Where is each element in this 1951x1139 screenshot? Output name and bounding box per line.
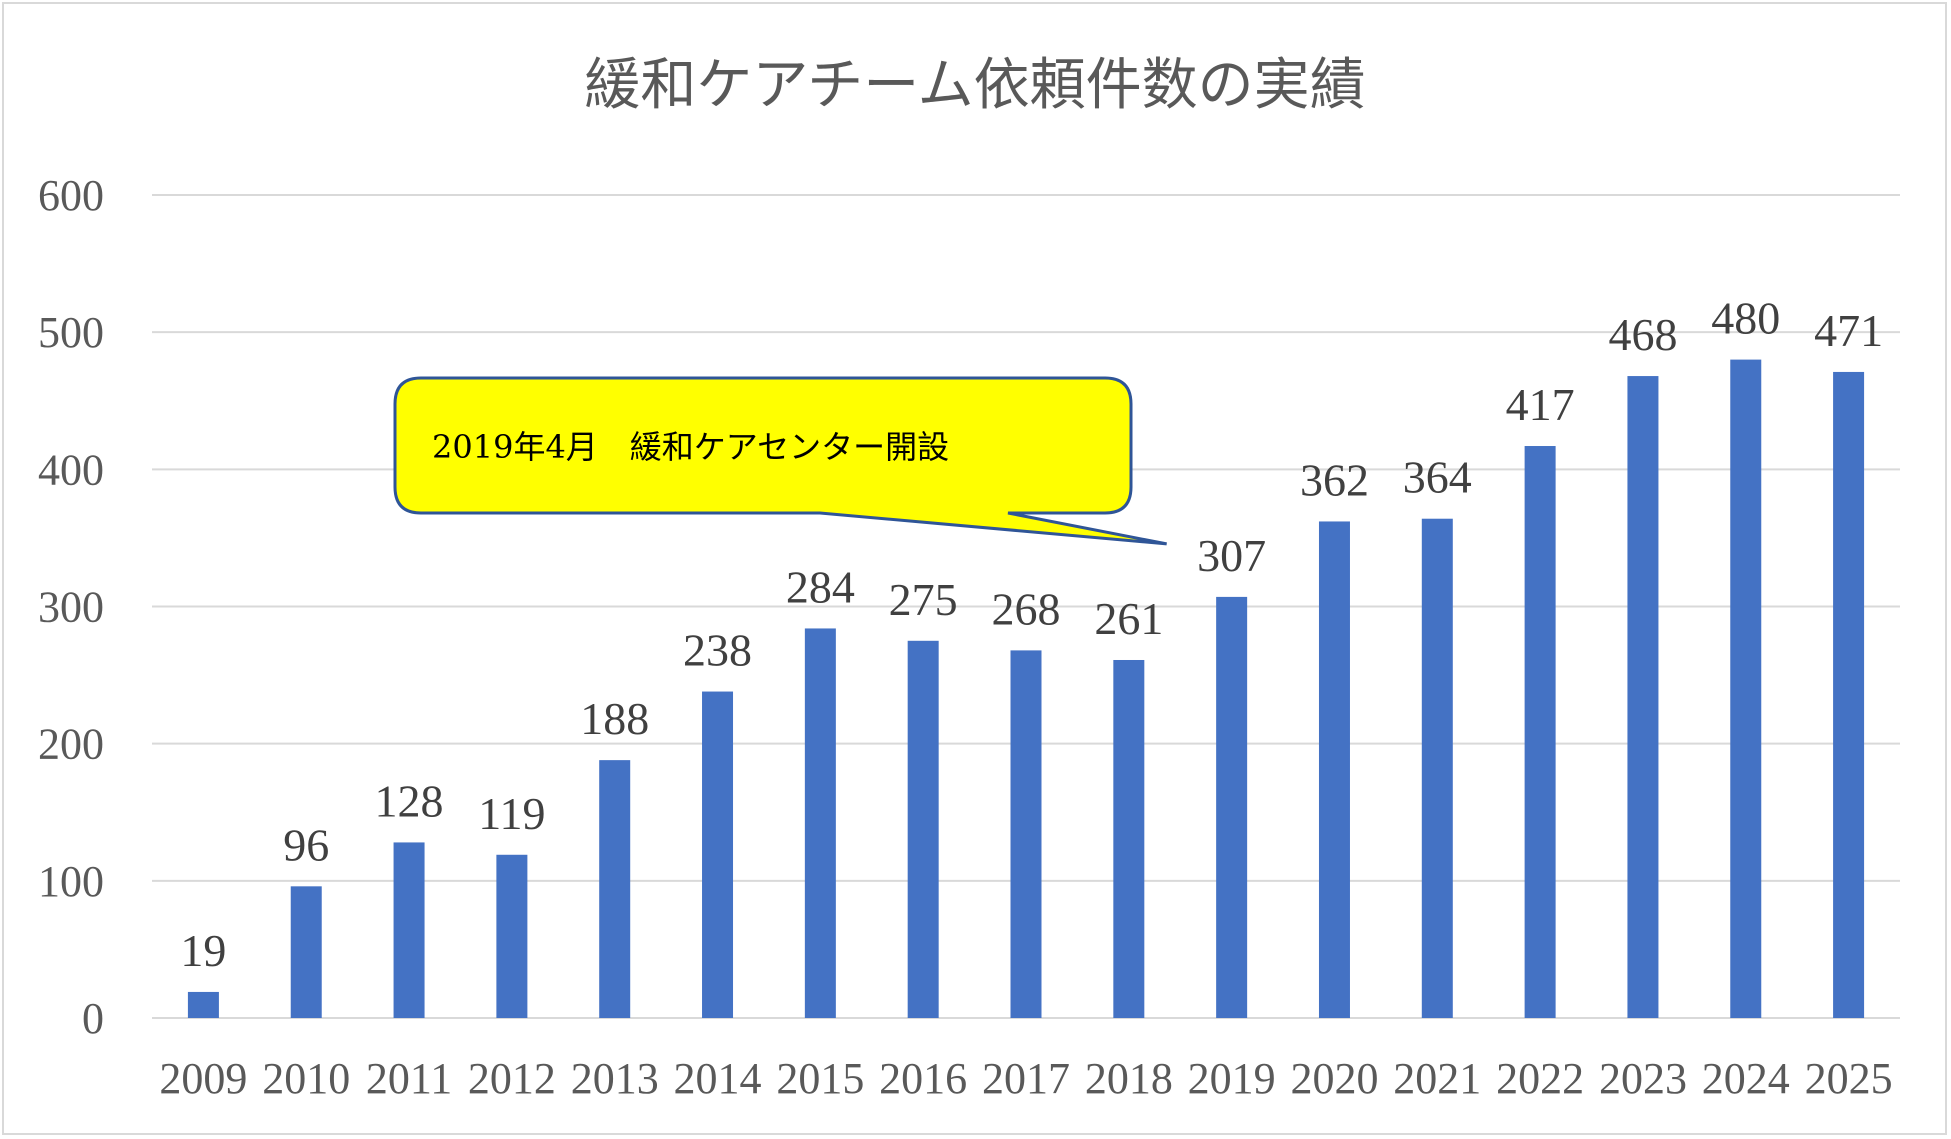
bar [907,640,939,1018]
bar [804,628,836,1018]
bar [496,854,528,1018]
x-axis-tick-labels: 2009 2010 2011 2012 2013 2014 2015 2016 2017 2018… [159,1054,1892,1103]
x-tick-label: 2020 [1290,1054,1378,1103]
data-label: 417 [1506,379,1575,430]
y-tick-label: 500 [38,308,104,357]
data-label: 480 [1711,293,1780,344]
data-label: 261 [1094,593,1163,644]
x-tick-label: 2011 [366,1054,452,1103]
data-label: 471 [1814,305,1883,356]
x-tick-label: 2025 [1805,1054,1893,1103]
bar [1730,359,1762,1019]
annotation-callout: 2019年4月 緩和ケアセンター開設 [393,376,1167,546]
data-label: 364 [1403,452,1472,503]
x-tick-label: 2014 [674,1054,762,1103]
data-label: 307 [1197,530,1266,581]
data-label: 268 [992,583,1061,634]
bar [1421,518,1453,1018]
bars [187,359,1865,1019]
bar [1010,650,1042,1018]
bar [1627,376,1659,1018]
data-label: 284 [786,561,855,612]
y-tick-label: 600 [38,171,104,220]
bar [1113,659,1145,1018]
x-tick-label: 2015 [776,1054,864,1103]
y-axis-tick-labels: 0 100 200 300 400 500 600 [38,171,104,1043]
data-label: 19 [180,925,226,976]
x-tick-label: 2010 [262,1054,350,1103]
x-tick-label: 2012 [468,1054,556,1103]
bar [290,886,322,1018]
data-label: 468 [1608,309,1677,360]
bar [1216,596,1248,1018]
bar [393,842,425,1018]
data-label: 128 [375,775,444,826]
data-labels: 19 96 128 119 188 238 284 275 268 261 307 362 364 417… [180,293,1883,976]
callout-shape [393,376,1167,546]
data-label: 119 [478,788,545,839]
callout-text: 2019年4月 緩和ケアセンター開設 [432,428,949,466]
bar [1524,446,1556,1018]
y-tick-label: 300 [38,583,104,632]
x-tick-label: 2023 [1599,1054,1687,1103]
bar [1833,371,1865,1018]
chart-title: 緩和ケアチーム依頼件数の実績 [584,53,1365,118]
x-tick-label: 2022 [1496,1054,1584,1103]
y-tick-label: 0 [82,994,104,1043]
y-tick-label: 100 [38,857,104,906]
x-tick-label: 2013 [571,1054,659,1103]
y-tick-label: 200 [38,720,104,769]
x-tick-label: 2024 [1702,1054,1790,1103]
x-tick-label: 2017 [982,1054,1070,1103]
bar [1318,521,1350,1018]
data-label: 238 [683,625,752,676]
x-tick-label: 2009 [159,1054,247,1103]
data-label: 188 [580,693,649,744]
x-tick-label: 2018 [1085,1054,1173,1103]
data-label: 275 [889,574,958,625]
y-tick-label: 400 [38,445,104,494]
bar [599,760,631,1018]
x-tick-label: 2016 [879,1054,967,1103]
data-label: 362 [1300,454,1369,505]
bar [187,991,219,1018]
bar [702,691,734,1018]
data-label: 96 [283,819,329,870]
x-tick-label: 2021 [1393,1054,1481,1103]
x-tick-label: 2019 [1188,1054,1276,1103]
